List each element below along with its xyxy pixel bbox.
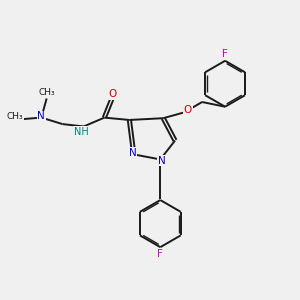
Text: O: O	[184, 105, 192, 115]
Text: F: F	[158, 249, 163, 259]
Text: F: F	[222, 49, 228, 59]
Text: N: N	[38, 111, 45, 122]
Text: N: N	[129, 148, 136, 158]
Text: NH: NH	[74, 127, 89, 137]
Text: CH₃: CH₃	[7, 112, 23, 121]
Text: N: N	[158, 156, 165, 166]
Text: CH₃: CH₃	[39, 88, 56, 97]
Text: O: O	[108, 89, 116, 99]
